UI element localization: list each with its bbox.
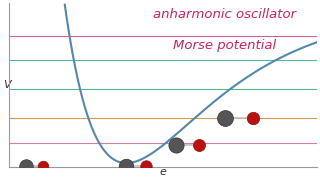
Y-axis label: V: V [3,80,11,90]
Text: Morse potential: Morse potential [173,39,276,52]
Point [250,116,255,119]
Point [40,164,45,167]
Point [222,116,228,119]
Point [24,164,29,167]
Point [196,143,201,146]
X-axis label: e: e [160,167,167,177]
Point [144,164,149,167]
Point [124,164,129,167]
Point [173,143,178,146]
Text: anharmonic oscillator: anharmonic oscillator [153,8,296,21]
